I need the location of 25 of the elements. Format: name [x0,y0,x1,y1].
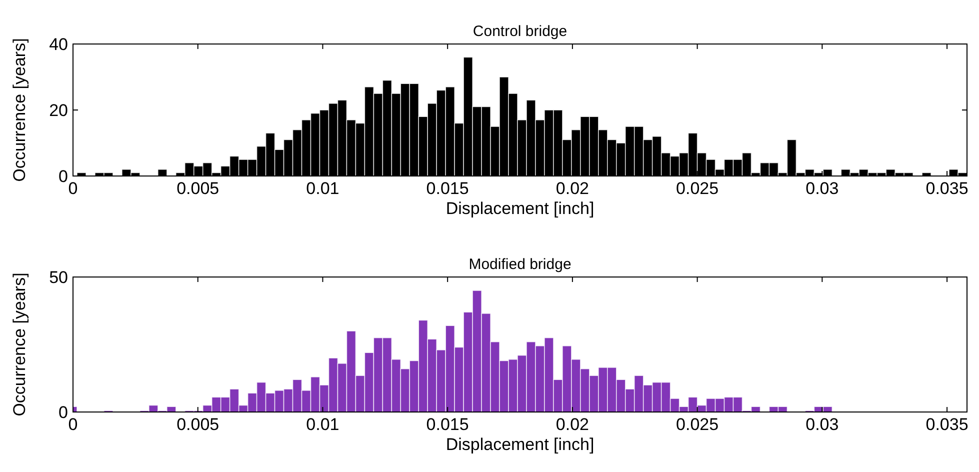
x-tick-label: 0.02 [556,179,589,198]
chart-title: Modified bridge [468,256,572,273]
y-tick-label: 0 [58,166,68,186]
x-tick-label: 0.025 [676,179,719,198]
y-tick-label: 20 [49,100,68,120]
y-axis-title: Occurrence [years] [10,38,29,182]
x-tick-label: 0.03 [806,415,839,434]
x-tick-label: 0.015 [426,415,469,434]
x-tick-label: 0.035 [926,415,968,434]
x-tick-label: 0.01 [306,179,340,198]
x-tick-label: 0.005 [176,179,220,198]
y-tick-label: 50 [49,268,68,287]
x-tick-label: 0.03 [806,179,839,198]
x-axis-title: Displacement [inch] [446,199,594,218]
x-tick-label: 0.035 [926,179,968,198]
x-tick-label: 0.005 [176,415,220,434]
x-tick-label: 0.015 [426,179,469,198]
x-tick-label: 0.02 [556,415,589,434]
x-axis-title: Displacement [inch] [446,435,594,454]
y-axis-title: Occurrence [years] [10,272,29,416]
chart-title: Control bridge [472,23,568,40]
y-tick-label: 40 [49,34,68,54]
x-tick-label: 0.01 [306,415,340,434]
x-tick-label: 0.025 [676,415,719,434]
y-tick-label: 0 [58,402,68,422]
